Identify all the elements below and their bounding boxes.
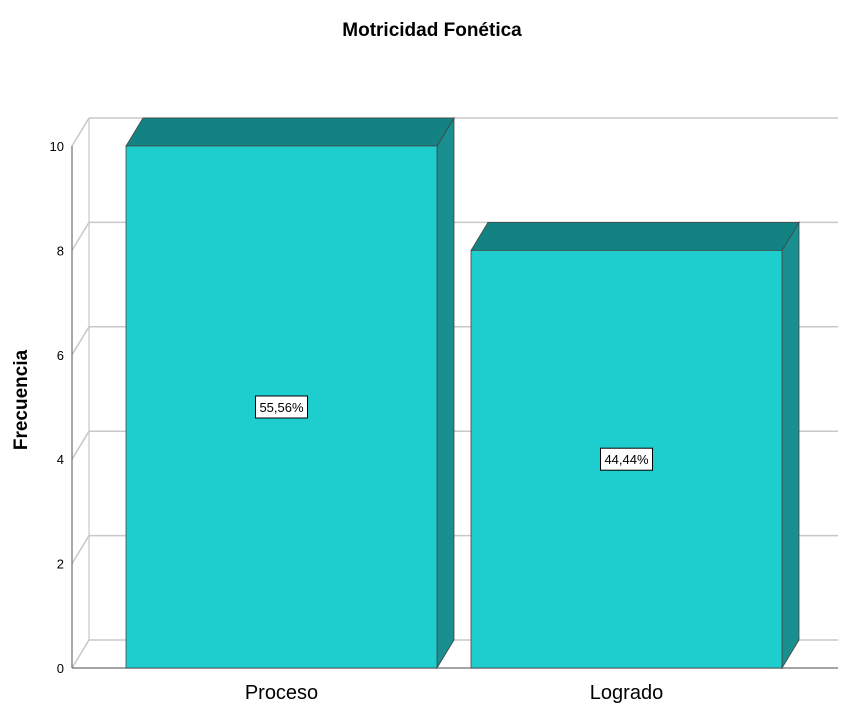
gridline-diagonal bbox=[71, 430, 90, 460]
x-tick-label: Proceso bbox=[245, 682, 318, 704]
bar-side bbox=[781, 220, 800, 670]
bar-side bbox=[436, 116, 455, 670]
labels-layer: 0 2 4 6 8 10 Proceso 55,56% Logrado 44,44% bbox=[50, 139, 664, 704]
y-tick-label: 2 bbox=[57, 557, 64, 572]
gridline-diagonal bbox=[71, 326, 90, 356]
gridline-diagonal bbox=[71, 535, 90, 564]
data-label-box bbox=[255, 395, 308, 419]
y-tick-label: 8 bbox=[57, 243, 64, 258]
bar-top bbox=[125, 117, 455, 147]
bar-top bbox=[470, 221, 800, 251]
bars-layer bbox=[125, 116, 800, 670]
data-label: 55,56% bbox=[259, 400, 304, 415]
data-label-box bbox=[600, 447, 653, 471]
y-tick-label: 10 bbox=[50, 139, 64, 154]
y-tick-label: 4 bbox=[57, 452, 64, 467]
y-tick-label: 0 bbox=[57, 661, 64, 676]
data-label: 44,44% bbox=[604, 452, 649, 467]
chart-title: Motricidad Fonética bbox=[342, 20, 522, 41]
x-tick-label: Logrado bbox=[590, 682, 663, 704]
gridline-diagonal bbox=[71, 117, 90, 147]
gridline-diagonal bbox=[71, 222, 90, 251]
y-axis-label: Frecuencia bbox=[11, 349, 32, 450]
gridline-diagonal bbox=[71, 639, 90, 669]
y-tick-label: 6 bbox=[57, 348, 64, 363]
